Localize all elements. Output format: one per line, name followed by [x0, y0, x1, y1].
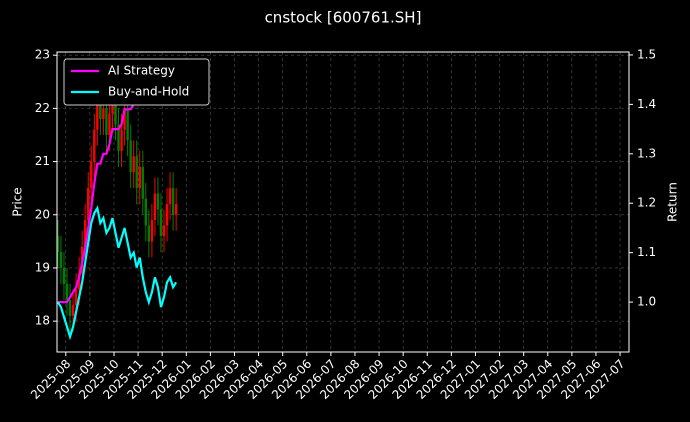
legend-box	[63, 58, 210, 106]
candle-body	[132, 156, 135, 173]
candle-body	[141, 166, 144, 199]
y-tick-label: 18	[35, 314, 50, 328]
candle-body	[93, 129, 96, 162]
candle-body	[138, 166, 141, 189]
y-axis-label: Price	[11, 187, 25, 216]
candle-body	[117, 124, 120, 151]
candle-body	[168, 188, 172, 205]
candle-body	[156, 193, 160, 210]
candle-body	[150, 220, 154, 242]
y2-tick-label: 1.0	[637, 295, 656, 309]
candle-body	[105, 108, 108, 135]
candle-body	[90, 161, 93, 189]
candle-body	[74, 289, 78, 306]
candle-body	[96, 97, 99, 130]
legend-label: AI Strategy	[108, 64, 175, 78]
candle-body	[68, 299, 72, 316]
y-tick-label: 21	[35, 154, 50, 168]
candle-body	[144, 198, 148, 226]
candle-body	[108, 113, 111, 135]
candle-body	[126, 108, 129, 141]
candle-body	[62, 267, 66, 284]
candle-body	[174, 204, 178, 215]
return-line	[56, 205, 178, 341]
candle-body	[59, 252, 63, 268]
chart-title: cnstock [600761.SH]	[265, 9, 422, 27]
candle-body	[83, 220, 87, 247]
candle-body	[71, 305, 75, 316]
candle-body	[114, 92, 117, 125]
candle-body	[87, 188, 90, 221]
candle-body	[153, 193, 157, 221]
candle-body	[171, 188, 175, 215]
candle-body	[129, 140, 132, 173]
candle-body	[135, 156, 138, 189]
candle-body	[99, 97, 102, 120]
candle-body	[77, 273, 81, 290]
candle-body	[162, 225, 166, 237]
y2-tick-label: 1.1	[637, 245, 656, 259]
plot-frame	[56, 51, 630, 353]
candle-body	[102, 108, 105, 120]
y2-tick-label: 1.2	[637, 196, 656, 210]
y-tick-label: 23	[35, 48, 50, 62]
y-tick-label: 22	[35, 101, 50, 115]
y2-axis-label: Return	[666, 182, 680, 222]
legend-label: Buy-and-Hold	[108, 85, 189, 99]
y2-tick-label: 1.3	[637, 146, 656, 160]
y-tick-label: 20	[35, 207, 50, 221]
candle-body	[123, 108, 126, 130]
candle-body	[65, 283, 69, 300]
candle-body	[165, 204, 169, 226]
candle-body	[120, 129, 123, 151]
y-tick-label: 19	[35, 260, 50, 274]
y2-tick-label: 1.4	[637, 97, 656, 111]
candle-body	[147, 225, 151, 242]
candle-body	[56, 236, 60, 252]
candle-body	[159, 209, 163, 237]
y2-tick-label: 1.5	[637, 47, 656, 61]
